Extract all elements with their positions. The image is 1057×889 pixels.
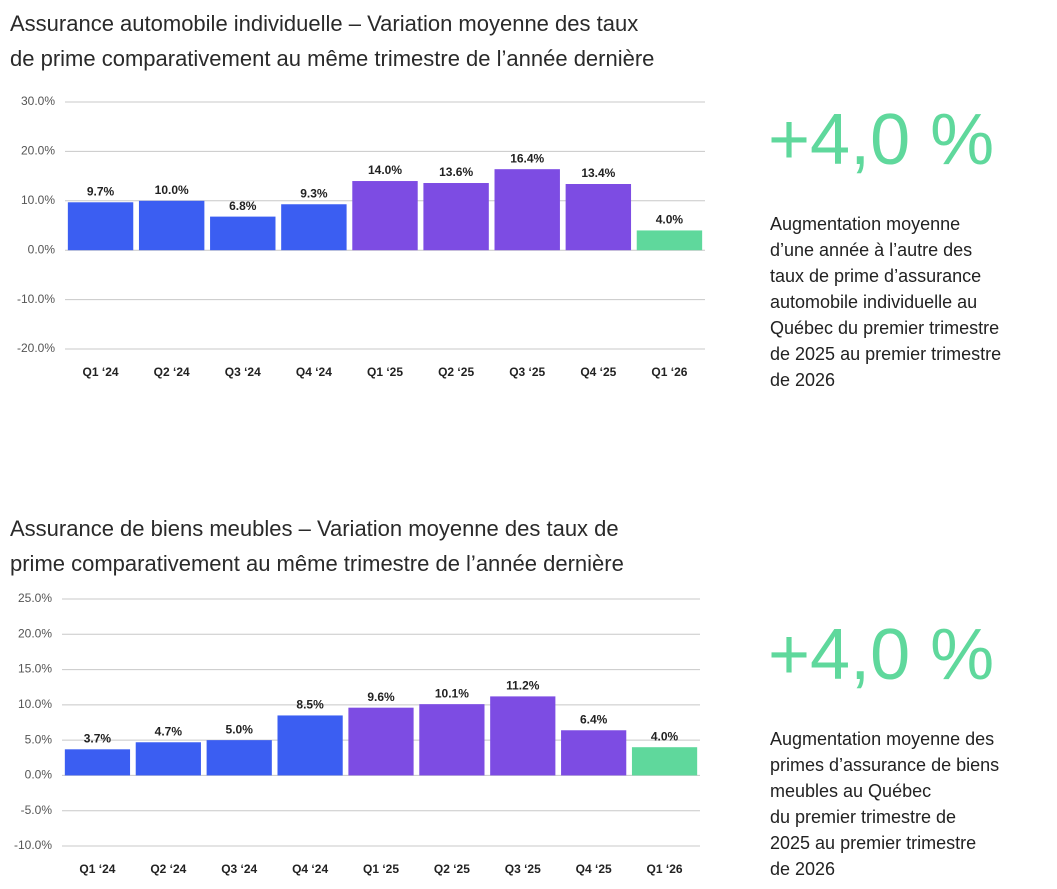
x-tick-label: Q2 ‘25 bbox=[434, 862, 470, 876]
highlight-description: primes d’assurance de biens bbox=[770, 755, 999, 775]
highlight-description: meubles au Québec bbox=[770, 781, 931, 801]
bar bbox=[210, 216, 276, 251]
value-label: 3.7% bbox=[84, 731, 112, 745]
highlight-description: d’une année à l’autre des bbox=[770, 240, 972, 260]
value-label: 14.0% bbox=[368, 163, 402, 177]
x-tick-label: Q1 ‘24 bbox=[83, 365, 119, 379]
highlight-description: Augmentation moyenne des bbox=[770, 729, 994, 749]
bar bbox=[277, 715, 343, 776]
bar bbox=[636, 230, 703, 251]
bar bbox=[561, 730, 627, 776]
value-label: 6.8% bbox=[229, 199, 257, 213]
highlight-description: du premier trimestre de bbox=[770, 807, 956, 827]
bar bbox=[490, 696, 556, 776]
x-tick-label: Q3 ‘24 bbox=[221, 862, 257, 876]
highlight-description: de 2026 bbox=[770, 859, 835, 879]
value-label: 4.0% bbox=[656, 213, 684, 227]
highlight-description: de 2025 au premier trimestre bbox=[770, 344, 1001, 364]
x-tick-label: Q1 ‘25 bbox=[363, 862, 399, 876]
bar bbox=[138, 200, 205, 251]
highlight-description: Augmentation moyenne bbox=[770, 214, 960, 234]
y-tick-label: 30.0% bbox=[21, 94, 55, 108]
highlight-description: taux de prime d’assurance bbox=[770, 266, 981, 286]
highlight-value: +4,0 % bbox=[768, 615, 994, 695]
chart-title: de prime comparativement au même trimest… bbox=[10, 46, 654, 71]
bar bbox=[348, 707, 414, 776]
value-label: 6.4% bbox=[580, 712, 608, 726]
x-tick-label: Q4 ‘24 bbox=[292, 862, 328, 876]
chart-title: prime comparativement au même trimestre … bbox=[10, 551, 624, 576]
chart-title: Assurance de biens meubles – Variation m… bbox=[10, 516, 619, 541]
highlight-description: de 2026 bbox=[770, 370, 835, 390]
x-tick-label: Q3 ‘24 bbox=[225, 365, 261, 379]
bar bbox=[419, 704, 485, 776]
y-tick-label: 20.0% bbox=[21, 144, 55, 158]
x-tick-label: Q4 ‘25 bbox=[576, 862, 612, 876]
x-tick-label: Q2 ‘25 bbox=[438, 365, 474, 379]
value-label: 16.4% bbox=[510, 151, 544, 165]
y-tick-label: 25.0% bbox=[18, 591, 52, 605]
highlight-value: +4,0 % bbox=[768, 100, 994, 180]
y-tick-label: 0.0% bbox=[25, 768, 53, 782]
value-label: 13.6% bbox=[439, 165, 473, 179]
y-tick-label: 10.0% bbox=[18, 697, 52, 711]
y-tick-label: 5.0% bbox=[25, 732, 53, 746]
bar bbox=[67, 202, 134, 251]
x-tick-label: Q3 ‘25 bbox=[505, 862, 541, 876]
value-label: 9.3% bbox=[300, 186, 328, 200]
bar bbox=[494, 169, 560, 251]
y-tick-label: -10.0% bbox=[14, 838, 52, 852]
value-label: 8.5% bbox=[296, 698, 324, 712]
value-label: 4.7% bbox=[155, 724, 183, 738]
bar bbox=[423, 183, 489, 251]
bar bbox=[631, 747, 698, 776]
x-tick-label: Q1 ‘26 bbox=[651, 365, 687, 379]
value-label: 9.6% bbox=[367, 690, 395, 704]
value-label: 5.0% bbox=[226, 722, 254, 736]
bar bbox=[64, 749, 131, 776]
x-tick-label: Q1 ‘26 bbox=[647, 862, 683, 876]
value-label: 9.7% bbox=[87, 184, 115, 198]
x-tick-label: Q1 ‘25 bbox=[367, 365, 403, 379]
highlight-description: automobile individuelle au bbox=[770, 292, 977, 312]
value-label: 10.0% bbox=[155, 183, 189, 197]
value-label: 13.4% bbox=[581, 166, 615, 180]
y-tick-label: 20.0% bbox=[18, 626, 52, 640]
y-tick-label: -5.0% bbox=[21, 803, 53, 817]
x-tick-label: Q2 ‘24 bbox=[154, 365, 190, 379]
bar bbox=[206, 740, 272, 776]
y-tick-label: 0.0% bbox=[28, 242, 56, 256]
x-tick-label: Q1 ‘24 bbox=[79, 862, 115, 876]
y-tick-label: -20.0% bbox=[17, 341, 55, 355]
chart-title: Assurance automobile individuelle – Vari… bbox=[10, 11, 638, 36]
x-tick-label: Q4 ‘25 bbox=[580, 365, 616, 379]
y-tick-label: 10.0% bbox=[21, 193, 55, 207]
value-label: 4.0% bbox=[651, 729, 679, 743]
x-tick-label: Q3 ‘25 bbox=[509, 365, 545, 379]
value-label: 11.2% bbox=[506, 679, 540, 693]
bar bbox=[135, 742, 201, 776]
bar bbox=[565, 184, 632, 251]
y-tick-label: 15.0% bbox=[18, 662, 52, 676]
value-label: 10.1% bbox=[435, 686, 469, 700]
x-tick-label: Q2 ‘24 bbox=[150, 862, 186, 876]
highlight-description: Québec du premier trimestre bbox=[770, 318, 999, 338]
bar bbox=[281, 204, 347, 251]
y-tick-label: -10.0% bbox=[17, 292, 55, 306]
x-tick-label: Q4 ‘24 bbox=[296, 365, 332, 379]
bar bbox=[352, 181, 418, 251]
highlight-description: 2025 au premier trimestre bbox=[770, 833, 976, 853]
